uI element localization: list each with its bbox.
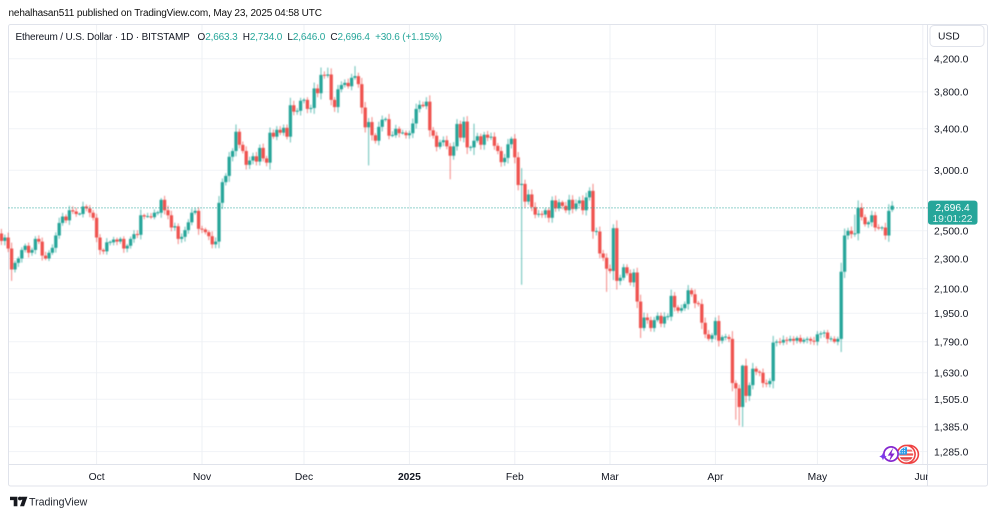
svg-text:Apr: Apr	[707, 472, 724, 483]
svg-text:USD: USD	[938, 32, 960, 43]
svg-text:1,505.0: 1,505.0	[934, 395, 969, 406]
svg-text:Dec: Dec	[295, 472, 313, 483]
svg-text:Ethereum / U.S. Dollar · 1D ·: Ethereum / U.S. Dollar · 1D · BITSTAMP O…	[16, 32, 442, 43]
svg-text:1,950.0: 1,950.0	[934, 309, 969, 320]
svg-text:Mar: Mar	[601, 472, 619, 483]
svg-text:1,790.0: 1,790.0	[934, 338, 969, 349]
svg-text:2,100.0: 2,100.0	[934, 285, 969, 296]
svg-text:Nov: Nov	[193, 472, 212, 483]
svg-text:2,696.4: 2,696.4	[935, 203, 970, 214]
svg-text:nehalhasan511 published on Tra: nehalhasan511 published on TradingView.c…	[9, 8, 322, 19]
svg-text:2,500.0: 2,500.0	[934, 227, 969, 238]
svg-text:Jun: Jun	[914, 472, 931, 483]
svg-text:19:01:22: 19:01:22	[932, 214, 972, 225]
svg-text:May: May	[808, 472, 828, 483]
svg-text:3,800.0: 3,800.0	[934, 88, 969, 99]
svg-text:3,000.0: 3,000.0	[934, 166, 969, 177]
svg-text:4,200.0: 4,200.0	[934, 55, 969, 66]
svg-text:Feb: Feb	[506, 472, 524, 483]
svg-text:1,630.0: 1,630.0	[934, 369, 969, 380]
svg-text:1,285.0: 1,285.0	[934, 447, 969, 458]
svg-text:2,300.0: 2,300.0	[934, 254, 969, 265]
svg-text:2025: 2025	[398, 472, 421, 483]
svg-text:Oct: Oct	[89, 472, 105, 483]
svg-text:3,400.0: 3,400.0	[934, 125, 969, 136]
svg-text:1,385.0: 1,385.0	[934, 423, 969, 434]
svg-text:TradingView: TradingView	[29, 496, 88, 508]
